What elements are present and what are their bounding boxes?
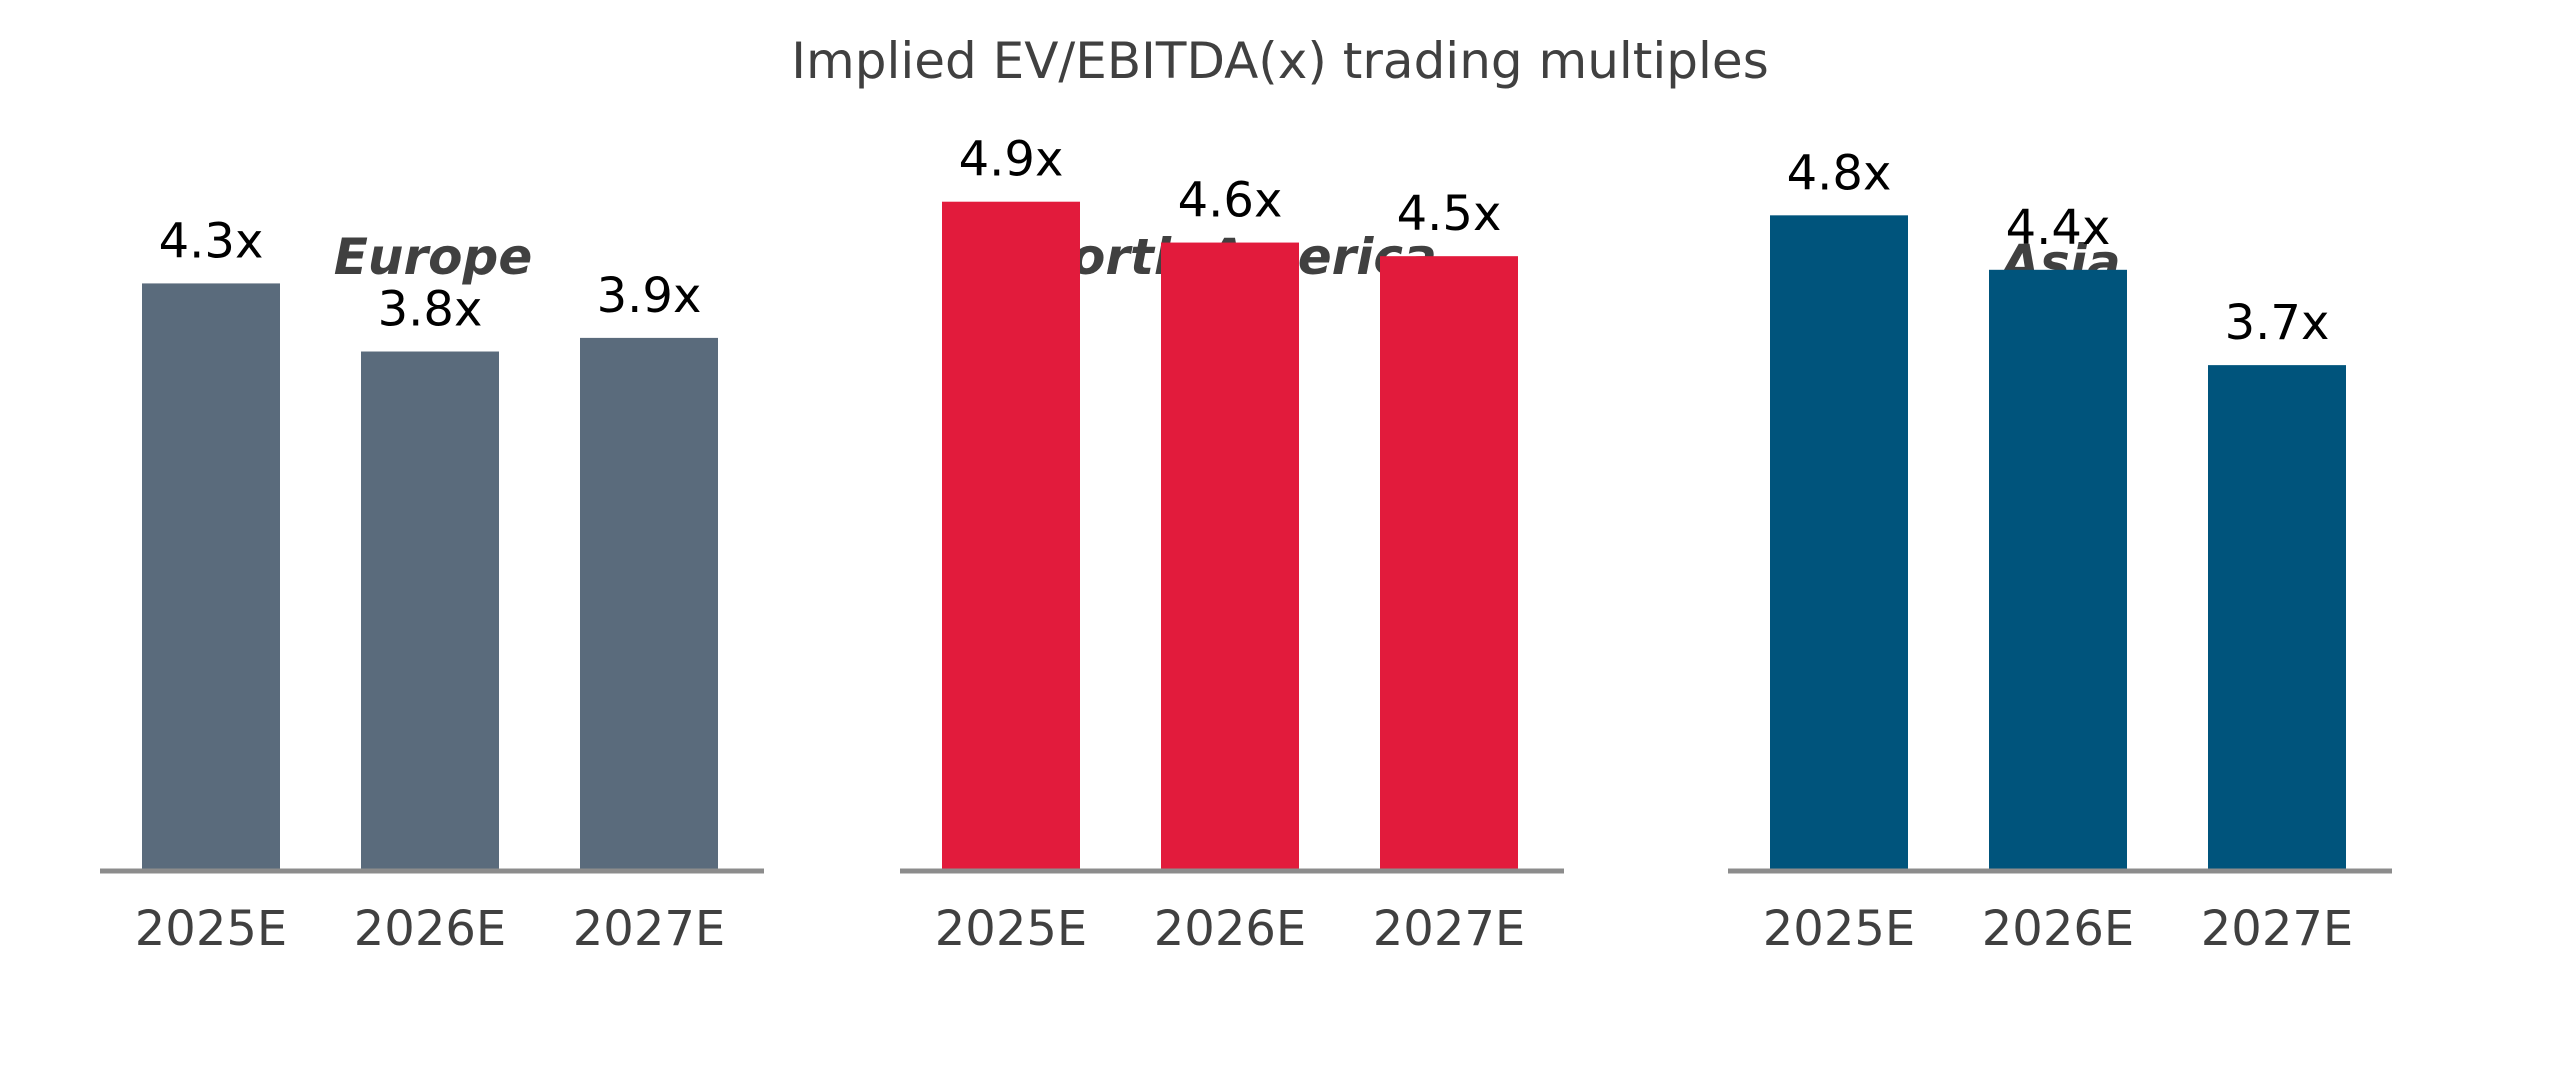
bar [1380,256,1518,869]
x-tick-label: 2026E [1154,901,1306,957]
data-label: 4.4x [2006,200,2111,256]
data-label: 4.6x [1178,173,1283,229]
x-tick-label: 2025E [135,901,287,957]
bar [1770,215,1908,869]
bar [2208,365,2346,869]
bar [1161,242,1299,870]
data-label: 4.9x [959,132,1064,188]
data-label: 3.8x [378,282,483,338]
bar [1989,269,2127,869]
x-tick-label: 2027E [573,901,725,957]
bar [942,201,1080,869]
data-label: 4.5x [1397,186,1502,242]
data-label: 3.9x [597,268,702,324]
x-tick-label: 2026E [1982,901,2134,957]
bar [361,351,499,869]
bar [580,337,718,870]
x-tick-label: 2025E [935,901,1087,957]
x-tick-label: 2026E [354,901,506,957]
chart-panel-0: Europe 4.3x 2025E 3.8x 2026E 3.9x 2027E [100,213,764,957]
x-tick-label: 2027E [2201,901,2353,957]
chart-title: Implied EV/EBITDA(x) trading multiples [791,32,1769,90]
panel-title: Europe [334,228,532,286]
data-label: 4.8x [1787,145,1892,201]
data-label: 3.7x [2225,295,2330,351]
data-label: 4.3x [159,213,264,269]
bar [142,283,280,869]
x-tick-label: 2027E [1373,901,1525,957]
x-tick-label: 2025E [1763,901,1915,957]
